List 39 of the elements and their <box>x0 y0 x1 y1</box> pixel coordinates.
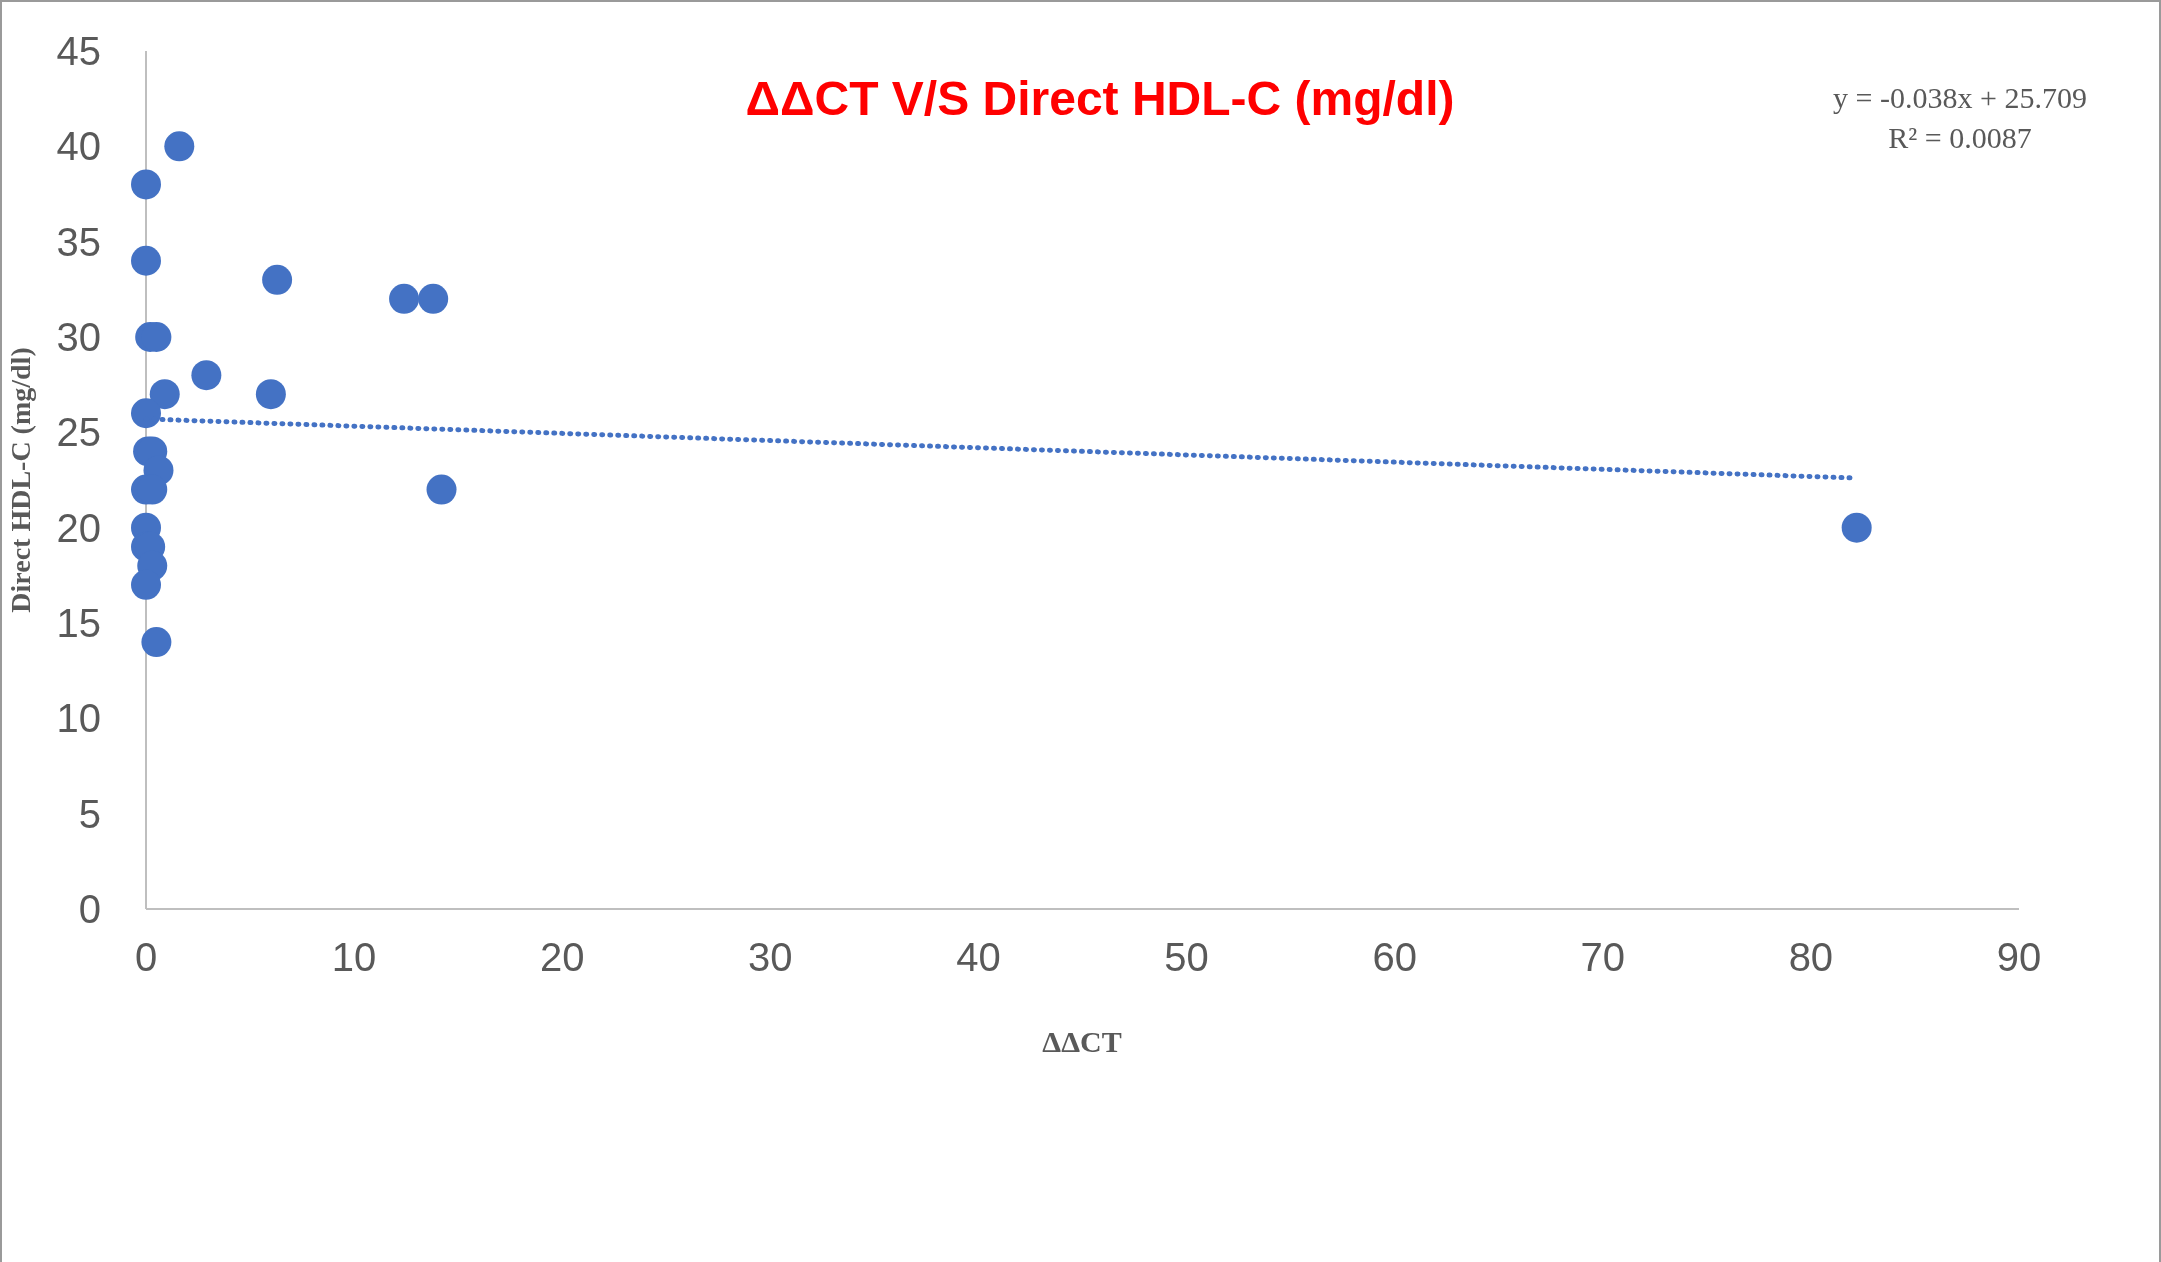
x-tick-label: 40 <box>956 935 1001 979</box>
point <box>149 379 180 410</box>
y-tick-label: 30 <box>56 315 101 359</box>
y-tick-label: 45 <box>56 29 101 73</box>
y-tick-label: 25 <box>56 410 101 455</box>
point <box>389 283 420 314</box>
point <box>131 398 161 429</box>
annotation: y = -0.038x + 25.709 <box>1833 81 2087 114</box>
y-tick-label: 15 <box>56 601 101 645</box>
point <box>131 169 161 200</box>
x-tick-label: 90 <box>1996 935 2042 979</box>
point <box>426 474 457 505</box>
point <box>131 245 161 276</box>
x-tick-label: 20 <box>539 935 585 979</box>
point <box>262 264 293 295</box>
x-tick-label: 0 <box>134 935 158 979</box>
chart-title: ΔΔCT V/S Direct HDL-C (mg/dl) <box>745 72 1455 125</box>
y-tick-label: 0 <box>78 887 101 931</box>
point <box>141 627 172 658</box>
point <box>131 569 161 600</box>
x-tick-label: 30 <box>748 935 793 979</box>
y-tick-label: 40 <box>56 124 101 169</box>
y-tick-label: 20 <box>56 505 101 550</box>
x-tick-label: 50 <box>1164 935 1209 979</box>
point <box>1841 512 1872 543</box>
x-tick-label: 80 <box>1788 935 1834 979</box>
point <box>418 283 449 314</box>
y-axis-title: Direct HDL-C (mg/dl) <box>5 347 36 613</box>
x-tick-label: 70 <box>1580 935 1626 979</box>
x-axis-title: ΔΔCT <box>1042 1025 1122 1058</box>
point <box>164 131 195 162</box>
y-tick-label: 5 <box>78 791 101 836</box>
point <box>191 360 222 391</box>
point <box>255 379 286 410</box>
y-tick-label: 35 <box>56 219 101 264</box>
x-tick-label: 10 <box>331 935 377 979</box>
annotation: R² = 0.0087 <box>1888 121 2032 154</box>
x-tick-label: 60 <box>1372 935 1417 979</box>
y-tick-label: 10 <box>56 696 101 741</box>
